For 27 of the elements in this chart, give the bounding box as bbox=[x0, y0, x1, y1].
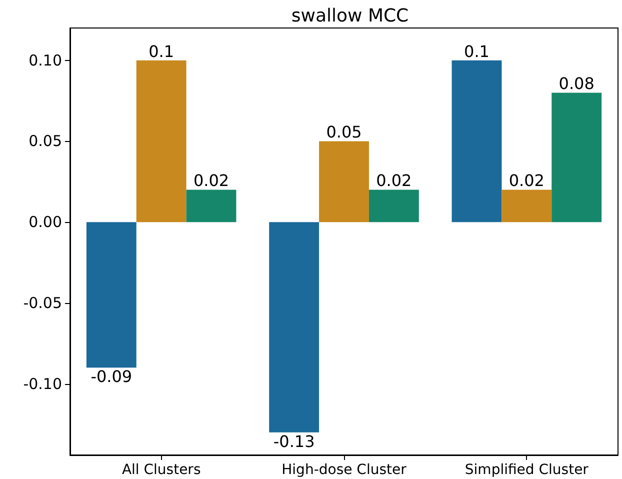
data-label: 0.1 bbox=[148, 42, 174, 61]
bar bbox=[452, 60, 502, 222]
data-label: 0.02 bbox=[376, 171, 412, 190]
chart-title: swallow MCC bbox=[291, 6, 409, 26]
bar bbox=[136, 60, 186, 222]
x-tick-label: Simplified Cluster bbox=[464, 462, 589, 478]
data-label: 0.08 bbox=[558, 74, 594, 94]
bar bbox=[319, 141, 369, 222]
bar bbox=[86, 222, 136, 368]
data-label: 0.02 bbox=[193, 171, 230, 190]
y-tick-label: 0.05 bbox=[28, 132, 62, 150]
data-label: 0.05 bbox=[326, 122, 362, 142]
bar bbox=[552, 92, 602, 222]
bar bbox=[186, 190, 236, 222]
y-tick-label: 0.00 bbox=[28, 213, 62, 232]
data-label: 0.1 bbox=[464, 42, 490, 61]
bar bbox=[368, 190, 419, 222]
bar bbox=[269, 222, 320, 432]
data-label: -0.09 bbox=[90, 367, 132, 386]
x-tick-label: High-dose Cluster bbox=[282, 462, 407, 478]
x-tick-label: All Clusters bbox=[122, 462, 201, 478]
y-tick-label: -0.10 bbox=[23, 374, 62, 393]
data-label: -0.13 bbox=[273, 432, 315, 451]
data-label: 0.02 bbox=[508, 171, 544, 190]
y-tick-label: -0.05 bbox=[23, 294, 62, 312]
y-tick-label: 0.10 bbox=[28, 51, 62, 70]
bar bbox=[502, 190, 552, 222]
